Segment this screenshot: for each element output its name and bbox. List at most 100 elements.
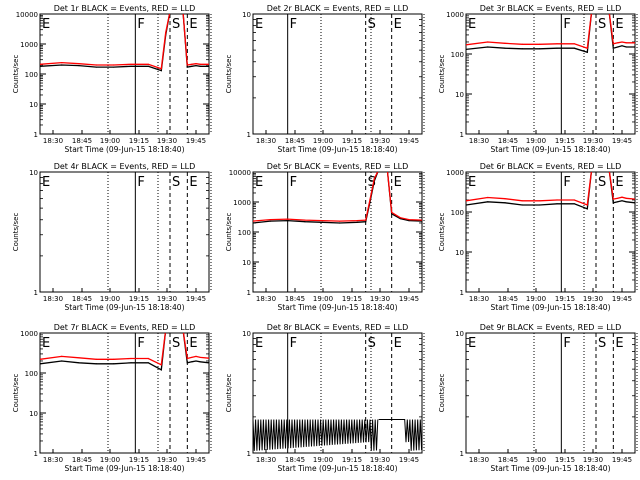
series-group bbox=[253, 172, 422, 224]
x-tick-label: 18:45 bbox=[72, 295, 92, 303]
x-tick-label: 18:30 bbox=[469, 456, 489, 464]
series-events-point bbox=[356, 221, 358, 223]
event-marker-label: S bbox=[172, 175, 180, 190]
series-events-point bbox=[586, 208, 588, 210]
series-lld-point bbox=[487, 41, 489, 43]
x-tick-label: 18:30 bbox=[43, 295, 63, 303]
series-events-point bbox=[466, 48, 467, 51]
series-events-point bbox=[95, 363, 97, 365]
series-events-point bbox=[186, 362, 188, 364]
series-events-line bbox=[253, 418, 422, 451]
series-events-point bbox=[391, 213, 393, 215]
event-marker-label: E bbox=[394, 17, 402, 32]
series-lld-point bbox=[466, 44, 467, 46]
plot-frame bbox=[252, 171, 423, 293]
series-events-point bbox=[625, 201, 627, 203]
series-lld-point bbox=[612, 43, 614, 45]
x-tick-label: 18:30 bbox=[469, 295, 489, 303]
series-events-point bbox=[504, 202, 506, 204]
series-lld-point bbox=[95, 358, 97, 360]
series-lld-point bbox=[621, 41, 623, 43]
x-tick-label: 19:15 bbox=[555, 456, 575, 464]
series-events-point bbox=[78, 362, 80, 364]
chart-title: Det 4r BLACK = Events, RED = LLD bbox=[54, 162, 196, 171]
x-tick-label: 18:45 bbox=[498, 456, 518, 464]
y-tick-label: 10 bbox=[242, 11, 251, 19]
series-events-point bbox=[617, 201, 619, 203]
series-lld-point bbox=[521, 200, 523, 202]
y-tick-label: 10 bbox=[29, 169, 38, 177]
x-tick-label: 19:30 bbox=[370, 137, 390, 145]
x-tick-label: 19:45 bbox=[186, 295, 206, 303]
chart-title: Det 3r BLACK = Events, RED = LLD bbox=[480, 4, 622, 13]
series-group bbox=[253, 418, 422, 451]
series-events-line bbox=[40, 333, 209, 371]
x-tick-label: 19:15 bbox=[342, 456, 362, 464]
event-marker-label: S bbox=[598, 175, 606, 190]
event-marker-label: E bbox=[189, 17, 197, 32]
event-marker-label: F bbox=[563, 336, 570, 351]
x-tick-label: 19:45 bbox=[612, 456, 632, 464]
y-tick-label: 100 bbox=[451, 209, 464, 217]
y-tick-label: 10 bbox=[29, 410, 38, 418]
x-tick-label: 18:45 bbox=[498, 137, 518, 145]
chart-panel: Det 1r BLACK = Events, RED = LLD 1 10 100 10… bbox=[12, 4, 212, 154]
y-tick-label: 10000 bbox=[16, 11, 38, 19]
series-lld-line bbox=[466, 172, 635, 206]
x-tick-label: 18:30 bbox=[43, 137, 63, 145]
y-tick-label: 10 bbox=[455, 249, 464, 257]
x-axis-label: Start Time (09-Jun-15 18:18:40) bbox=[278, 303, 398, 312]
chart-panel: Det 3r BLACK = Events, RED = LLD 1 10 100 10… bbox=[438, 4, 638, 154]
x-tick-label: 18:30 bbox=[256, 456, 276, 464]
x-tick-label: 19:15 bbox=[342, 295, 362, 303]
series-events-point bbox=[147, 362, 149, 364]
y-axis-label: Counts/sec bbox=[225, 55, 233, 94]
x-tick-label: 19:15 bbox=[342, 137, 362, 145]
plot-frame bbox=[252, 13, 423, 135]
series-events-point bbox=[586, 51, 588, 53]
series-events-point bbox=[40, 65, 41, 67]
event-marker-label: S bbox=[598, 336, 606, 351]
chart-panel: Det 9r BLACK = Events, RED = LLD 1 10 18:30… bbox=[438, 323, 638, 473]
series-lld-point bbox=[487, 196, 489, 199]
series-lld-point bbox=[539, 200, 541, 202]
series-lld-point bbox=[573, 43, 575, 45]
y-tick-label: 10 bbox=[242, 330, 251, 338]
x-tick-label: 19:30 bbox=[370, 456, 390, 464]
y-axis-label: Counts/sec bbox=[12, 374, 20, 413]
series-lld-point bbox=[269, 218, 271, 221]
y-tick-label: 10 bbox=[455, 330, 464, 338]
y-axis-label: Counts/sec bbox=[438, 374, 446, 413]
series-lld-point bbox=[504, 198, 506, 200]
series-lld-point bbox=[165, 31, 167, 34]
event-marker-label: S bbox=[368, 17, 376, 32]
y-axis-label: Counts/sec bbox=[12, 213, 20, 252]
series-lld-point bbox=[191, 356, 193, 359]
series-events-point bbox=[408, 219, 410, 222]
series-lld-point bbox=[504, 42, 506, 44]
series-events-point bbox=[186, 66, 188, 68]
y-tick-label: 1 bbox=[34, 131, 38, 139]
x-tick-label: 19:00 bbox=[526, 456, 546, 464]
series-lld-point bbox=[208, 63, 209, 65]
series-events-point bbox=[40, 363, 41, 365]
series-lld-point bbox=[287, 218, 289, 220]
x-tick-label: 19:00 bbox=[100, 456, 120, 464]
event-marker-label: E bbox=[189, 336, 197, 351]
series-lld-point bbox=[147, 63, 149, 65]
x-axis-label: Start Time (09-Jun-15 18:18:40) bbox=[278, 145, 398, 154]
x-tick-label: 18:45 bbox=[72, 456, 92, 464]
y-tick-label: 1 bbox=[247, 131, 251, 139]
chart-title: Det 5r BLACK = Events, RED = LLD bbox=[267, 162, 409, 171]
y-tick-label: 1 bbox=[247, 450, 251, 458]
x-tick-label: 19:45 bbox=[186, 137, 206, 145]
series-events-point bbox=[466, 204, 467, 206]
x-tick-label: 18:45 bbox=[72, 137, 92, 145]
event-marker-label: E bbox=[42, 17, 50, 32]
x-tick-label: 19:45 bbox=[612, 137, 632, 145]
series-events-point bbox=[208, 362, 209, 364]
x-tick-label: 19:30 bbox=[157, 456, 177, 464]
y-tick-label: 1 bbox=[460, 289, 464, 297]
chart-panel: Det 7r BLACK = Events, RED = LLD 1 10 100 10… bbox=[12, 323, 212, 473]
series-lld-line bbox=[466, 14, 635, 50]
